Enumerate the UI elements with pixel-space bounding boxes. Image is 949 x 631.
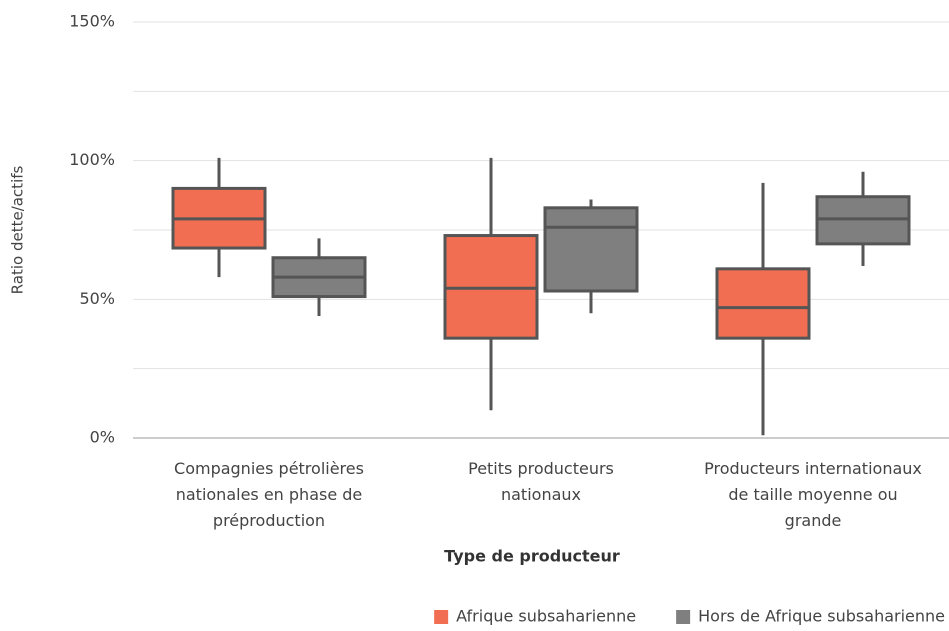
x-tick-label: Petits producteurs nationaux (468, 459, 614, 504)
y-tick-label: 0% (90, 428, 115, 447)
y-tick-label: 100% (69, 150, 115, 169)
x-axis-label: Type de producteur (444, 547, 620, 566)
legend-label: Hors de Afrique subsaharienne (698, 607, 945, 626)
legend-swatch (676, 610, 691, 624)
box (543, 206, 639, 293)
y-axis-label: Ratio dette/actifs (9, 165, 27, 294)
box (715, 267, 811, 340)
y-tick-label: 150% (69, 12, 115, 31)
y-tick-label: 50% (79, 289, 115, 308)
x-tick-label: Producteurs internationaux de taille moy… (704, 459, 922, 530)
x-tick-label: Compagnies pétrolières nationales en pha… (174, 459, 364, 530)
legend-swatch (434, 610, 449, 624)
legend-label: Afrique subsaharienne (456, 607, 636, 626)
